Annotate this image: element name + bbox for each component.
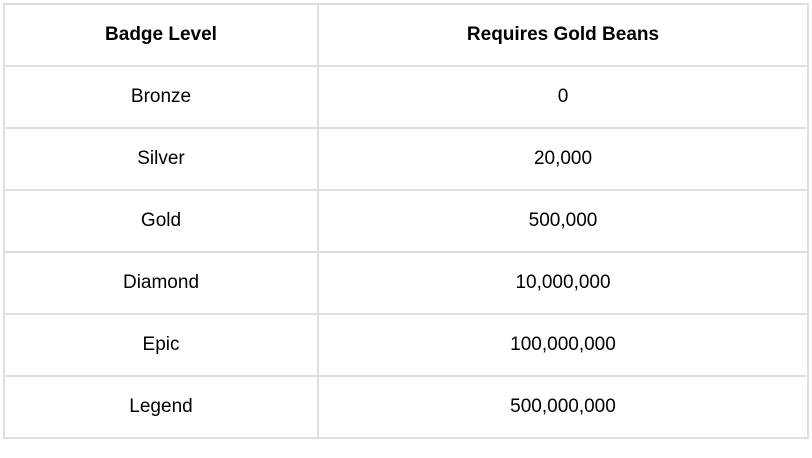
badge-level-cell: Legend (3, 375, 319, 439)
gold-beans-cell: 100,000,000 (317, 313, 809, 377)
badge-level-cell: Gold (3, 189, 319, 253)
badge-level-cell: Silver (3, 127, 319, 191)
gold-beans-cell: 500,000 (317, 189, 809, 253)
gold-beans-cell: 10,000,000 (317, 251, 809, 315)
badge-level-cell: Diamond (3, 251, 319, 315)
badge-level-cell: Bronze (3, 65, 319, 129)
header-requires-gold-beans: Requires Gold Beans (317, 3, 809, 67)
table-row: Diamond 10,000,000 (3, 251, 809, 315)
table-row: Silver 20,000 (3, 127, 809, 191)
gold-beans-cell: 0 (317, 65, 809, 129)
header-badge-level: Badge Level (3, 3, 319, 67)
badge-level-cell: Epic (3, 313, 319, 377)
table-row: Gold 500,000 (3, 189, 809, 253)
table-row: Bronze 0 (3, 65, 809, 129)
gold-beans-cell: 500,000,000 (317, 375, 809, 439)
table-row: Legend 500,000,000 (3, 375, 809, 439)
badge-level-table: Badge Level Requires Gold Beans Bronze 0 S… (3, 3, 809, 439)
table-row: Epic 100,000,000 (3, 313, 809, 377)
gold-beans-cell: 20,000 (317, 127, 809, 191)
table-header-row: Badge Level Requires Gold Beans (3, 3, 809, 67)
